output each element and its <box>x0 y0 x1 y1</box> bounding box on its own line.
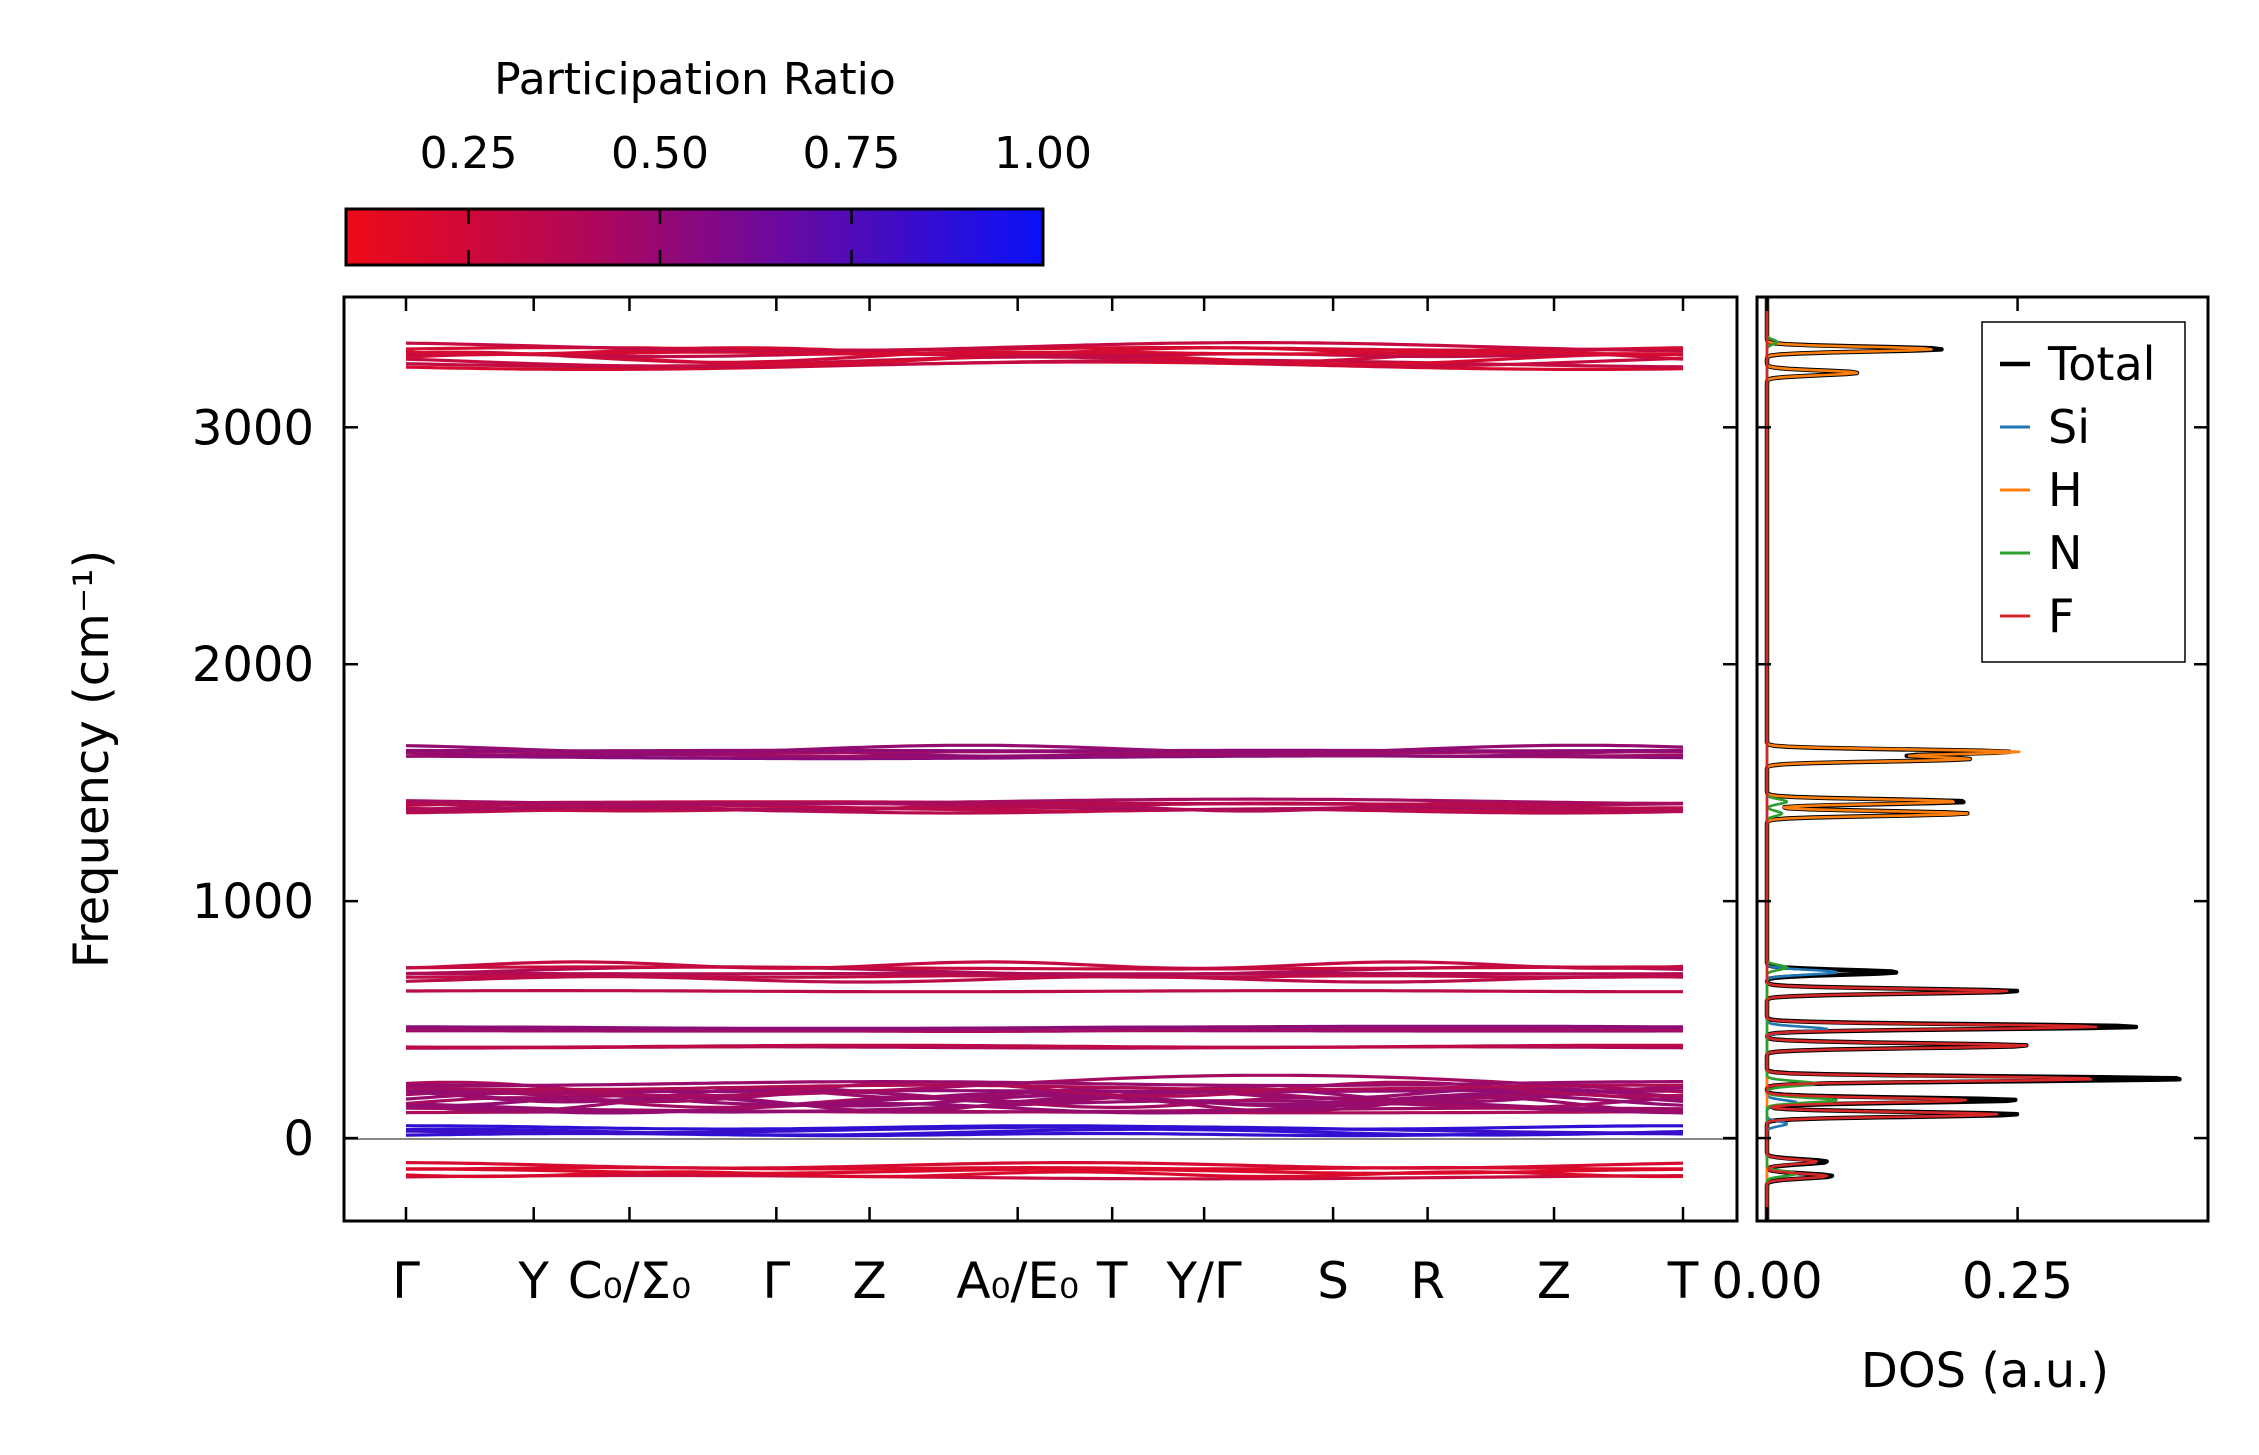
colorbar-tick-label: 0.75 <box>803 128 901 179</box>
band-line <box>405 1124 1683 1131</box>
x-tick-label: R <box>1410 1252 1445 1310</box>
dos-x-tick-label: 0.00 <box>1711 1252 1822 1310</box>
band-structure-panel: 0 1000 2000 3000 Frequency (cm⁻¹) Γ Y C₀/Σ₀ Γ Z… <box>64 295 1739 1310</box>
dos-axis-ticks <box>1757 297 2208 1221</box>
band-line <box>406 1024 1684 1030</box>
legend-label-n: N <box>2048 526 2082 580</box>
y-tick-label: 1000 <box>192 874 314 930</box>
dos-panel: 0.00 0.25 DOS (a.u.) Total Si HNF <box>1711 295 2210 1399</box>
band-line <box>406 807 1684 813</box>
dos-legend: Total Si HNF <box>1981 321 2186 663</box>
x-tick-label: A₀/E₀ <box>956 1252 1079 1310</box>
colorbar-tick-label: 1.00 <box>994 128 1092 179</box>
x-tick-label: T <box>1096 1252 1128 1310</box>
x-tick-label: Γ <box>762 1252 790 1310</box>
band-line <box>405 1101 1684 1115</box>
dos-x-tick-label: 0.25 <box>1962 1252 2073 1310</box>
dos-x-tick-labels: 0.00 0.25 <box>1711 1252 2073 1310</box>
y-tick-label: 0 <box>283 1111 314 1167</box>
band-line <box>405 960 1684 970</box>
band-line <box>405 1161 1684 1170</box>
band-line <box>405 743 1684 755</box>
band-line <box>405 1086 1683 1104</box>
y-axis-label: Frequency (cm⁻¹) <box>64 550 120 968</box>
band-line <box>405 1080 1683 1088</box>
band-axis-ticks <box>344 297 1737 1221</box>
legend-items: Total Si HNF <box>2000 337 2155 643</box>
colorbar-tick-label: 0.25 <box>420 128 518 179</box>
x-tick-label: S <box>1317 1252 1349 1310</box>
x-tick-label: Z <box>852 1252 886 1310</box>
colorbar-ticks <box>467 209 853 265</box>
colorbar-tick-label: 0.50 <box>611 128 709 179</box>
dos-curve-f <box>1765 297 2098 1221</box>
x-tick-label: C₀/Σ₀ <box>568 1252 691 1310</box>
legend-label-si: Si <box>2048 400 2090 454</box>
band-lines <box>405 341 1684 1181</box>
band-line <box>406 1089 1684 1094</box>
x-tick-label: Γ <box>392 1252 420 1310</box>
x-tick-label: Y <box>517 1252 549 1310</box>
colorbar-label: Participation Ratio <box>494 54 896 105</box>
band-line <box>405 797 1684 806</box>
colorbar-tick-labels: 0.25 0.50 0.75 1.00 <box>420 128 1092 179</box>
band-line <box>405 1096 1684 1109</box>
band-line <box>406 965 1683 971</box>
band-line <box>405 1173 1683 1181</box>
band-line <box>405 750 1684 758</box>
band-line <box>406 974 1684 979</box>
band-line <box>405 341 1684 353</box>
legend-frame <box>1981 321 2186 663</box>
x-tick-labels: Γ Y C₀/Σ₀ Γ Z A₀/E₀ T Y/Γ S R Z T <box>392 1252 1699 1310</box>
x-tick-label: Y/Γ <box>1166 1252 1242 1310</box>
band-line <box>405 352 1684 359</box>
dos-x-axis-label: DOS (a.u.) <box>1861 1343 2109 1399</box>
legend-label-f: F <box>2048 589 2074 643</box>
y-tick-labels: 0 1000 2000 3000 <box>192 400 314 1167</box>
band-line <box>406 989 1683 994</box>
x-tick-label: Z <box>1537 1252 1571 1310</box>
colorbar-gradient <box>344 207 1045 267</box>
dos-plot-frame <box>1755 295 2210 1223</box>
y-tick-label: 3000 <box>192 400 314 456</box>
dos-curves <box>1764 297 2182 1221</box>
y-tick-label: 2000 <box>192 637 314 693</box>
band-line <box>405 346 1684 356</box>
band-line <box>405 1043 1684 1049</box>
band-line <box>405 1083 1684 1092</box>
colorbar: Participation Ratio 0.25 0.50 0.75 1.00 <box>344 54 1092 267</box>
x-tick-label: T <box>1667 1252 1699 1310</box>
legend-label-h: H <box>2048 463 2083 517</box>
legend-label-total: Total <box>2047 337 2155 391</box>
band-plot-frame <box>342 295 1739 1223</box>
